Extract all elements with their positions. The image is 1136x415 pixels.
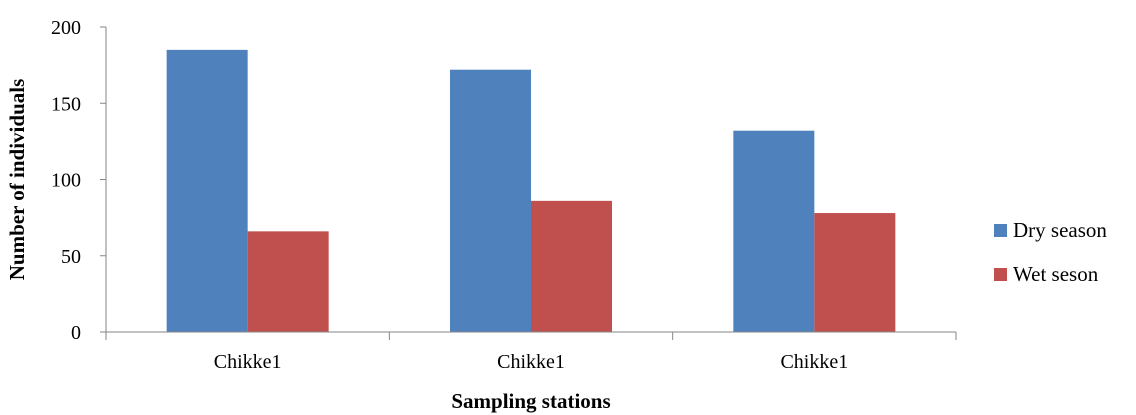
bars-group bbox=[166, 49, 896, 332]
y-ticks-group: 0 50 100 150 200 bbox=[51, 17, 106, 344]
y-tick-label: 200 bbox=[51, 17, 81, 39]
y-tick-label: 100 bbox=[51, 170, 81, 192]
legend-swatch bbox=[994, 224, 1007, 237]
x-tick-label: Chikke1 bbox=[497, 351, 565, 373]
y-tick-label: 0 bbox=[71, 322, 81, 344]
y-tick-label: 150 bbox=[51, 93, 81, 115]
x-axis-title: Sampling stations bbox=[451, 389, 610, 413]
legend-label: Dry season bbox=[1013, 218, 1107, 242]
bar-dry-season-2 bbox=[450, 69, 531, 332]
x-tick-label: Chikke1 bbox=[780, 351, 848, 373]
bar-wet-seson-3 bbox=[814, 213, 896, 332]
y-tick-label: 50 bbox=[61, 246, 81, 268]
legend: Dry season Wet seson bbox=[994, 218, 1107, 286]
bar-wet-seson-2 bbox=[531, 200, 612, 332]
legend-swatch bbox=[994, 268, 1007, 281]
bar-dry-season-1 bbox=[166, 49, 248, 332]
legend-label: Wet seson bbox=[1013, 262, 1099, 286]
bar-dry-season-3 bbox=[733, 130, 815, 332]
y-axis-title: Number of individuals bbox=[5, 79, 29, 281]
bar-wet-seson-1 bbox=[247, 231, 329, 332]
x-tick-label: Chikke1 bbox=[214, 351, 282, 373]
x-ticks-group: Chikke1 Chikke1 Chikke1 bbox=[105, 332, 957, 373]
